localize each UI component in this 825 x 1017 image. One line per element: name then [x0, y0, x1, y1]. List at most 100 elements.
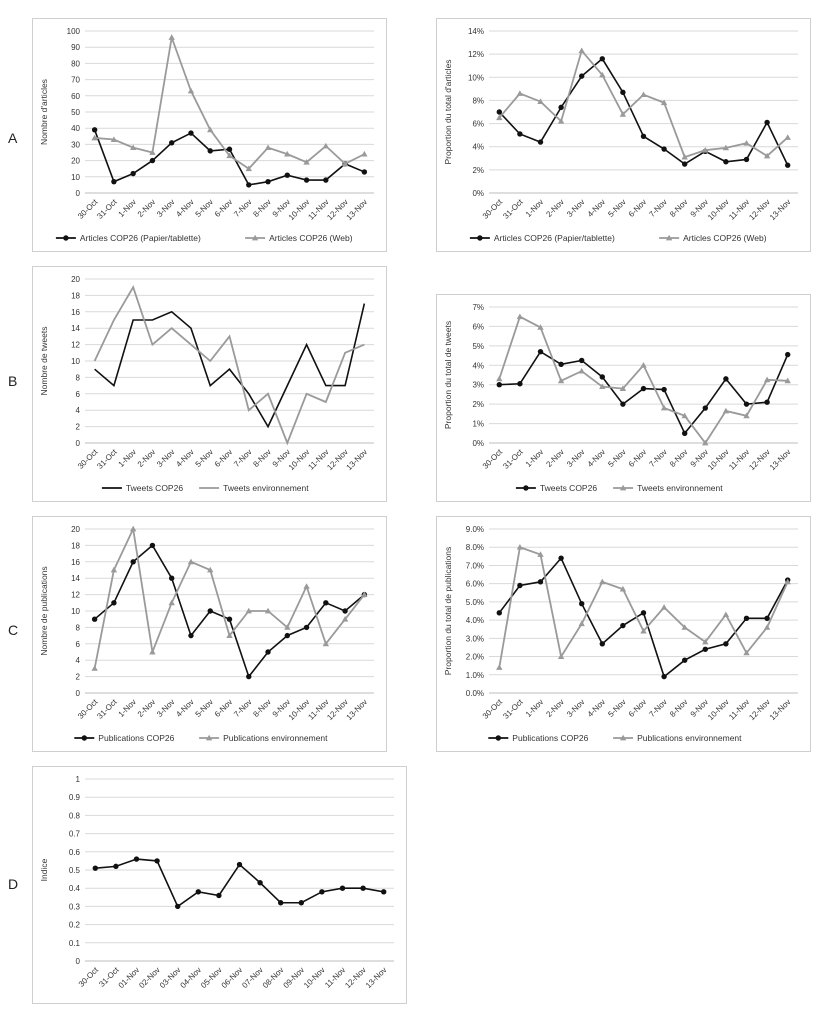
data-point [619, 385, 627, 391]
data-point [284, 150, 291, 157]
y-axis-title: Proportion du total de tweets [443, 321, 453, 429]
x-tick-label: 12-Nov [747, 697, 772, 722]
data-point [620, 401, 626, 407]
y-tick-label: 0.1 [69, 939, 81, 948]
data-point [599, 71, 606, 78]
x-tick-label: 03-Nov [158, 965, 183, 990]
y-axis-title: Nombre de publications [39, 566, 49, 655]
x-tick-label: 6-Nov [213, 697, 234, 718]
x-tick-label: 7-Nov [647, 447, 668, 468]
y-tick-label: 10% [468, 73, 484, 82]
series-line-tweets-cop26 [94, 303, 366, 429]
data-point [149, 149, 156, 155]
legend-label: Articles COP26 (Papier/tablette) [494, 233, 615, 243]
data-point [496, 382, 502, 388]
y-tick-label: 0.3 [69, 902, 81, 911]
data-point [599, 374, 605, 380]
legend-label: Tweets COP26 [540, 483, 597, 493]
y-tick-label: 8 [76, 623, 81, 632]
x-tick-label: 3-Nov [155, 197, 176, 218]
data-point [682, 161, 688, 167]
x-tick-label: 30-Oct [76, 197, 100, 221]
data-point [496, 375, 503, 382]
data-point [619, 111, 627, 117]
x-tick-label: 11-Nov [727, 197, 751, 221]
data-point [226, 616, 233, 622]
x-tick-label: 30-Oct [76, 697, 100, 721]
x-tick-label: 31-Oct [501, 697, 525, 721]
x-tick-label: 07-Nov [240, 965, 265, 990]
legend-marker [619, 484, 627, 491]
line-chart-c-right: 0.0% 1.0% 2.0% 3.0% 4.0% 5.0% 6.0% 7.0% 8.0% 9.0%… [443, 525, 798, 743]
y-tick-label: 50 [71, 108, 80, 117]
data-point [322, 142, 330, 149]
x-tick-label: 05-Nov [199, 965, 224, 990]
data-point [342, 608, 348, 614]
data-point [265, 178, 271, 185]
y-tick-label: 6% [472, 322, 484, 331]
x-tick-label: 4-Nov [586, 447, 607, 468]
x-tick-label: 13-Nov [364, 965, 389, 990]
data-point [168, 34, 175, 40]
y-tick-label: 12% [468, 50, 484, 59]
data-point [537, 551, 544, 557]
y-tick-label: 3% [472, 381, 484, 390]
data-point [303, 624, 310, 631]
data-point [303, 177, 310, 183]
y-tick-label: 5.0% [466, 598, 484, 607]
y-tick-label: 1 [76, 775, 81, 784]
y-tick-label: 0.2 [69, 921, 81, 930]
x-tick-label: 31-Oct [501, 447, 525, 471]
y-tick-label: 5% [472, 342, 484, 351]
data-point [558, 104, 564, 111]
x-tick-label: 8-Nov [668, 447, 689, 468]
data-point [169, 140, 175, 146]
y-tick-label: 1.0% [466, 671, 484, 680]
data-point [361, 591, 368, 597]
data-point [361, 150, 368, 157]
x-tick-label: 13-Nov [345, 447, 370, 472]
data-point [702, 646, 708, 652]
data-point [557, 118, 565, 124]
x-tick-label: 12-Nov [747, 197, 772, 222]
data-point [323, 600, 329, 606]
data-point [496, 109, 502, 115]
data-point [195, 889, 201, 895]
y-tick-label: 7.0% [466, 561, 484, 570]
data-point [764, 119, 770, 126]
y-tick-label: 20 [71, 157, 80, 166]
data-point [702, 439, 709, 446]
data-point [298, 900, 304, 906]
x-tick-label: 4-Nov [174, 697, 195, 718]
data-point [226, 632, 233, 638]
row-label-c: C [8, 622, 19, 638]
data-point [537, 139, 544, 145]
x-tick-label: 1-Nov [524, 697, 545, 718]
data-point [91, 127, 98, 133]
data-point [278, 900, 284, 906]
x-tick-label: 6-Nov [627, 697, 648, 718]
data-point [284, 624, 291, 630]
x-tick-label: 12-Nov [747, 447, 772, 472]
x-tick-label: 8-Nov [668, 197, 689, 218]
data-point [246, 182, 252, 188]
data-point [187, 558, 195, 565]
x-tick-label: 5-Nov [606, 447, 627, 468]
series-line-tweets-environnement [93, 285, 365, 446]
x-tick-label: 7-Nov [232, 197, 253, 218]
legend-marker [205, 734, 213, 741]
y-tick-label: 80 [71, 59, 80, 68]
x-tick-label: 11-Nov [323, 965, 347, 989]
y-tick-label: 7% [472, 303, 484, 312]
x-tick-label: 13-Nov [345, 697, 370, 722]
data-point [743, 156, 750, 163]
data-point [341, 160, 349, 167]
line-chart-b-left: 0 2 4 6 8 10 12 14 16 18 20 30-Oct31-Oct1-Nov2-Nov3… [39, 275, 374, 493]
data-point [264, 144, 272, 151]
legend: Articles COP26 (Papier/tablette) Articles… [469, 233, 767, 243]
y-tick-label: 70 [71, 76, 80, 85]
x-tick-label: 06-Nov [220, 965, 245, 990]
x-tick-label: 31-Oct [95, 197, 119, 221]
x-tick-label: 08-Nov [261, 965, 286, 990]
data-point [578, 47, 585, 54]
